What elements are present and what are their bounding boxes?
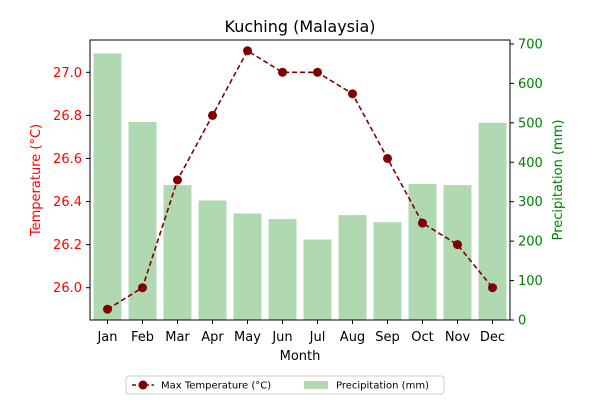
y-left-tick-label: 27.0 [53,66,82,81]
precipitation-bar-mar [163,185,192,320]
legend: Max Temperature (°C) Precipitation (mm) [125,375,445,395]
legend-box [125,375,445,395]
legend-line-marker [138,380,148,390]
legend-label-precipitation: Precipitation (mm) [336,381,429,392]
temperature-point-jan [103,304,112,314]
temperature-point-may [243,46,252,56]
y-right-tick-label: 600 [518,77,543,92]
temperature-line [103,46,497,314]
y-right-tick-label: 200 [518,235,543,250]
x-tick-label: Apr [201,330,224,345]
temperature-point-oct [418,218,427,228]
x-tick-label: Feb [131,330,154,345]
x-tick-label: Dec [480,330,505,345]
precipitation-bar-apr [198,200,227,320]
x-tick-label: Mar [165,330,190,345]
x-tick-label: Jun [271,330,292,345]
y-right-tick-label: 300 [518,195,543,210]
y-axis-right: 0 100 200 300 400 500 600 700 [510,37,543,329]
precipitation-bar-jun [268,219,297,320]
precipitation-bar-aug [338,215,367,320]
precipitation-bar-jan [93,53,122,321]
temperature-point-jun [278,67,287,77]
x-tick-label: Jan [96,330,117,345]
x-axis: Jan Feb Mar Apr May Jun Jul Aug Sep Oct Nov Dec [96,320,505,345]
y-left-tick-label: 26.2 [53,238,82,253]
temperature-point-apr [208,110,217,120]
precipitation-bars [93,53,507,321]
temperature-point-nov [453,240,462,250]
y-right-tick-label: 700 [518,37,543,52]
y-left-tick-label: 26.6 [53,152,82,167]
chart-title: Kuching (Malaysia) [225,17,376,36]
y-left-tick-label: 26.8 [53,109,82,124]
y-right-tick-label: 400 [518,156,543,171]
temperature-point-aug [348,89,357,99]
x-axis-title: Month [280,349,321,364]
temperature-point-mar [173,175,182,185]
precipitation-bar-may [233,213,262,320]
y-right-tick-label: 500 [518,116,543,131]
x-tick-label: Nov [445,330,471,345]
y-left-tick-label: 26.0 [53,281,82,296]
temperature-point-feb [138,283,147,293]
precipitation-bar-sep [373,222,402,320]
y-left-tick-label: 26.4 [53,195,82,210]
legend-bar-swatch [304,381,328,389]
y-axis-right-title: Precipitation (mm) [551,120,566,241]
temperature-point-sep [383,153,392,163]
y-axis-left: 26.0 26.2 26.4 26.6 26.8 27.0 [53,66,90,296]
x-tick-label: Oct [411,330,433,345]
x-tick-label: Aug [340,330,365,345]
y-right-tick-label: 100 [518,274,543,289]
legend-label-temperature: Max Temperature (°C) [161,381,271,392]
temperature-line-path [107,49,494,310]
y-right-tick-label: 0 [518,314,526,329]
plot-frame [89,39,511,321]
y-axis-left-title: Temperature (°C) [29,124,44,237]
precipitation-bar-jul [303,239,332,320]
temperature-point-jul [313,67,322,77]
x-tick-label: Jul [309,330,326,345]
x-tick-label: May [234,330,261,345]
x-tick-label: Sep [375,330,400,345]
precipitation-bar-nov [443,185,472,320]
temperature-point-dec [488,283,497,293]
